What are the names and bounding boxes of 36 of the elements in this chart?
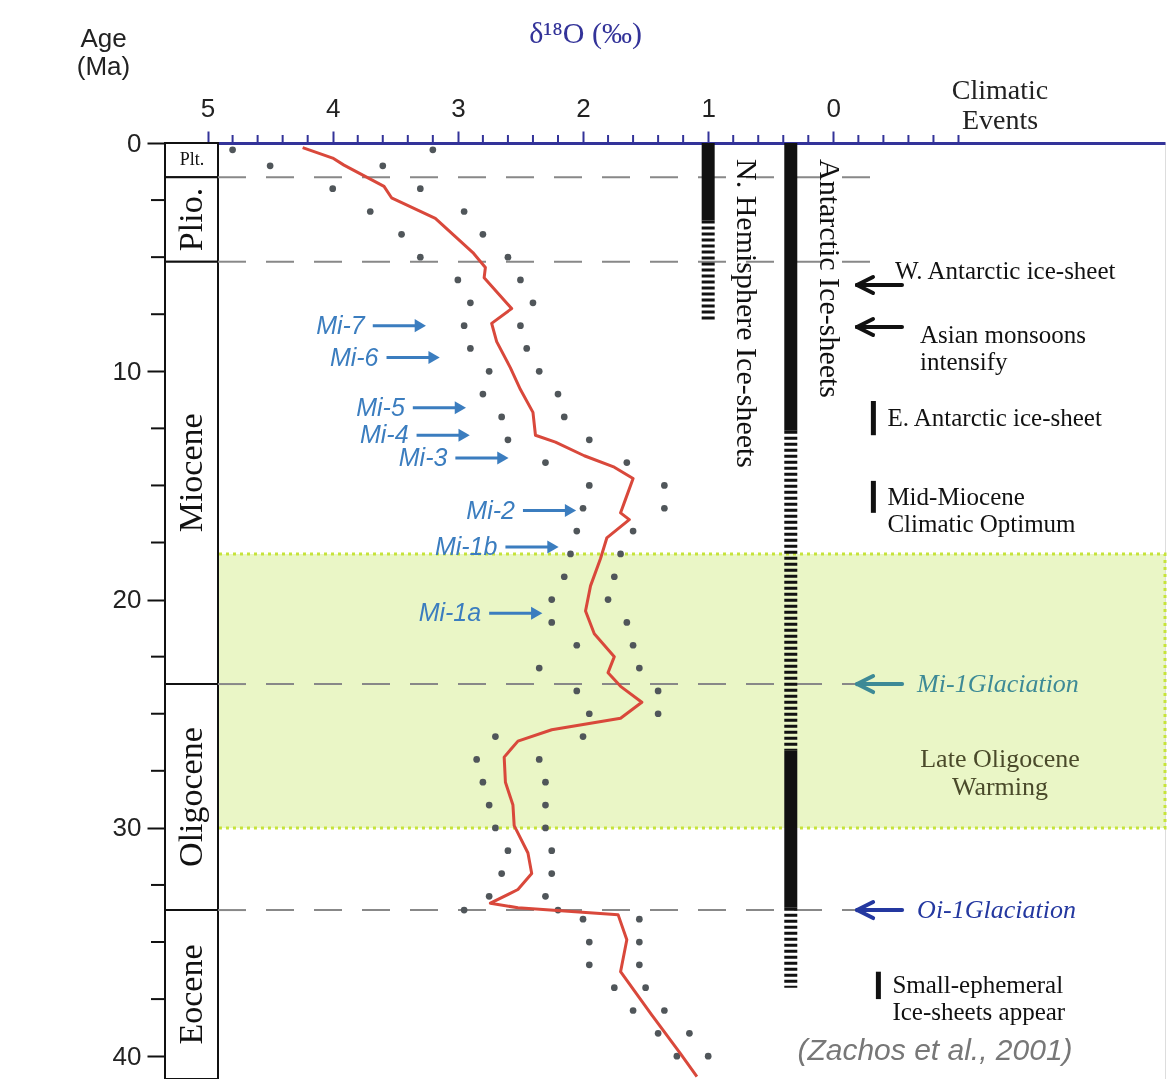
annotation: Oi-1Glaciation <box>917 895 1076 925</box>
annotation: Mi-5 <box>356 392 405 421</box>
annotation: Asian monsoons intensify <box>920 321 1086 375</box>
legend-label: Antarctic Ice-sheets <box>813 159 847 399</box>
y-tick-label: 10 <box>112 355 142 386</box>
band-label: Oligocene <box>172 727 209 867</box>
series-label: E. Antarctic ice-sheet <box>887 404 1102 432</box>
text: Climatic Events <box>951 74 1049 135</box>
text: N. Hemisphere Ice-sheets <box>731 159 765 469</box>
annotation: Mi-7 <box>316 310 366 339</box>
x-tick-label: 2 <box>576 92 591 123</box>
y-tick-label: 30 <box>112 812 142 843</box>
x-tick-label: 5 <box>200 92 216 123</box>
band-label: Late Oligocene Warming <box>920 744 1080 802</box>
annotation: (Zachos et al., 2001) <box>797 1033 1073 1066</box>
annotation: Mi-1b <box>434 532 498 561</box>
x-tick-label: 1 <box>701 92 716 123</box>
series-label: Small-ephemeral Ice-sheets appear <box>892 971 1066 1026</box>
annotation: Mi-6 <box>329 342 379 371</box>
annotation: Mi-1a <box>418 598 482 627</box>
annotation: W. Antarctic ice-sheet <box>895 257 1116 284</box>
band-label: Plt. <box>179 149 205 170</box>
series-label: Mid-Miocene Climatic Optimum <box>887 482 1077 537</box>
x-axis-title: δ¹⁸O (‰) <box>529 15 642 50</box>
y-tick-label: 0 <box>127 127 142 158</box>
y-tick-label: 20 <box>112 584 142 615</box>
x-tick-label: 3 <box>451 92 466 123</box>
band-label: Plio. <box>172 187 209 252</box>
annotation: Mi-2 <box>466 495 516 524</box>
annotation: Mi-1Glaciation <box>916 669 1079 699</box>
band-label: Miocene <box>172 413 209 533</box>
y-axis-title: Age (Ma) <box>76 22 131 81</box>
x-tick-label: 0 <box>826 92 842 123</box>
x-tick-label: 4 <box>325 92 341 123</box>
y-tick-label: 40 <box>112 1040 142 1071</box>
band-label: Eocene <box>172 944 209 1045</box>
